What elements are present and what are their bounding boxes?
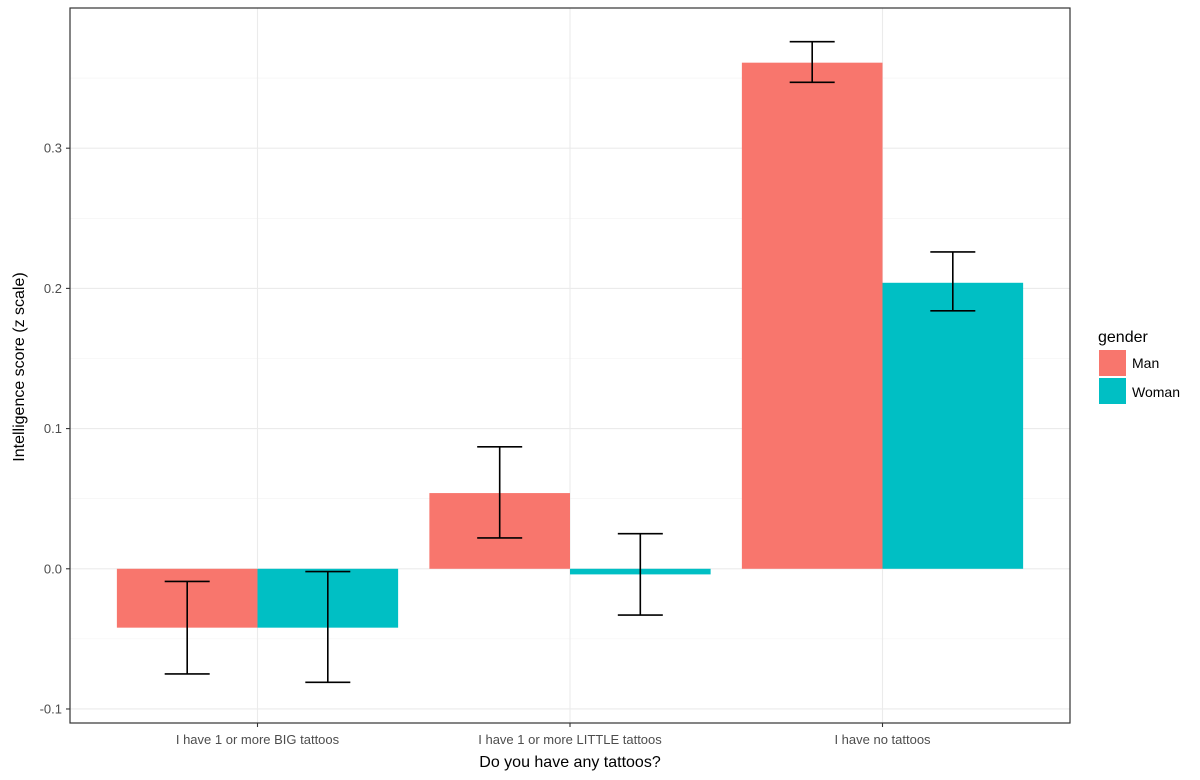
bar-man-2: [741, 62, 883, 569]
error-bars: [164, 40, 976, 684]
legend-label-woman: Woman: [1132, 384, 1180, 400]
legend: gender Man Woman: [1098, 329, 1180, 404]
legend-swatch-man: [1099, 350, 1126, 376]
error-bar-woman-1: [617, 532, 663, 616]
x-tick-label: I have no tattoos: [834, 732, 931, 747]
error-bar-man-0: [164, 580, 210, 675]
error-bar-man-1: [477, 446, 523, 539]
y-axis-ticks: -0.1 0.0 0.1 0.2 0.3: [40, 141, 70, 716]
legend-label-man: Man: [1132, 355, 1159, 371]
y-tick-label: -0.1: [40, 701, 62, 716]
bar-woman-2: [882, 282, 1024, 569]
error-bar-woman-2: [930, 251, 976, 312]
x-tick-label: I have 1 or more LITTLE tattoos: [478, 732, 662, 747]
error-bar-woman-0: [305, 570, 351, 684]
y-tick-label: 0.2: [44, 281, 62, 296]
y-tick-label: 0.3: [44, 141, 62, 156]
x-axis-title: Do you have any tattoos?: [479, 754, 661, 771]
legend-swatch-woman: [1099, 378, 1126, 404]
y-tick-label: 0.0: [44, 561, 62, 576]
error-bar-man-2: [789, 40, 835, 84]
legend-title: gender: [1098, 329, 1148, 346]
x-axis-ticks: I have 1 or more BIG tattoos I have 1 or …: [176, 723, 931, 747]
y-tick-label: 0.1: [44, 421, 62, 436]
y-axis-title: Intelligence score (z scale): [11, 272, 28, 461]
x-tick-label: I have 1 or more BIG tattoos: [176, 732, 340, 747]
